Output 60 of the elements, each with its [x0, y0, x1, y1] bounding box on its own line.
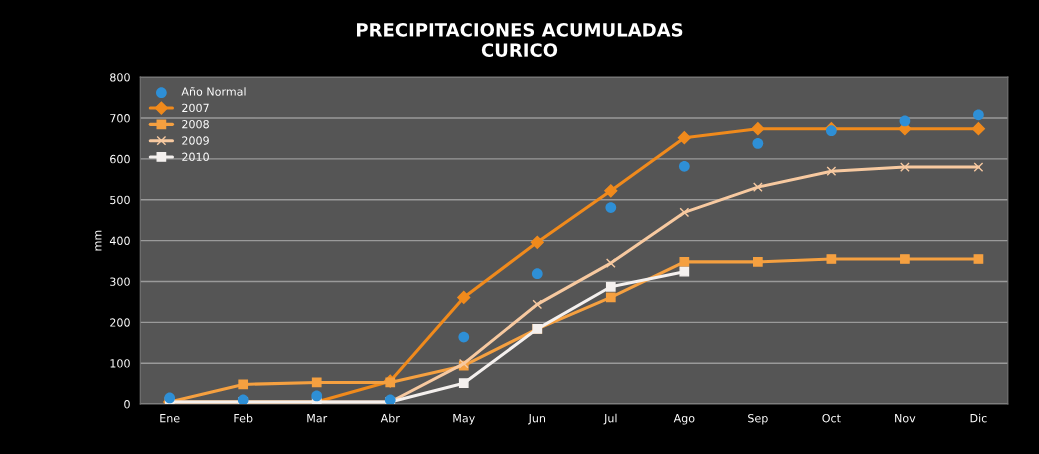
x-tick-label: Mar	[307, 414, 328, 423]
point	[900, 162, 910, 172]
point	[311, 377, 322, 388]
point	[678, 160, 690, 172]
y-tick-label: 0	[124, 400, 130, 409]
point	[752, 137, 764, 149]
x-tick-label: Ago	[673, 414, 695, 425]
point	[311, 390, 323, 402]
point	[457, 290, 471, 305]
point	[605, 281, 616, 292]
legend-label: 2008	[182, 119, 209, 129]
x-tick-label: Nov	[895, 414, 916, 423]
y-tick-label: 100	[110, 359, 130, 368]
x-tick-label: Ene	[160, 414, 180, 423]
x-tick-label: Jun	[528, 414, 546, 425]
point	[605, 292, 616, 303]
legend-label: 2007	[182, 103, 209, 113]
point	[531, 268, 543, 280]
y-tick-label: 500	[110, 195, 130, 205]
y-tick-label: 600	[110, 154, 130, 164]
y-tick-label: 800	[110, 73, 130, 82]
x-tick-label: Feb	[234, 413, 253, 423]
legend-label: Año Normal	[181, 86, 246, 96]
point	[751, 122, 765, 136]
point	[679, 266, 690, 277]
point	[900, 254, 910, 264]
legend-label: 2009	[182, 136, 209, 145]
point	[899, 115, 911, 127]
point	[973, 162, 984, 172]
x-tick-label: Oct	[822, 413, 841, 423]
point	[826, 166, 837, 177]
point	[604, 184, 618, 198]
point	[971, 122, 986, 136]
legend-label: 2010	[182, 152, 209, 162]
y-tick-label: 200	[110, 318, 130, 327]
point	[605, 202, 617, 213]
point	[458, 331, 470, 343]
point	[679, 257, 690, 267]
y-tick-label: 700	[110, 114, 130, 123]
x-tick-label: Sep	[748, 413, 768, 425]
x-tick-label: Dic	[970, 413, 987, 423]
point	[826, 254, 837, 264]
point	[458, 378, 469, 389]
x-tick-label: Abr	[380, 413, 400, 423]
point	[973, 109, 984, 121]
x-tick-label: Jul	[603, 413, 617, 425]
point	[679, 207, 690, 218]
point	[752, 182, 763, 192]
point	[677, 131, 691, 145]
x-tick-label: May	[453, 414, 475, 425]
point	[973, 254, 984, 264]
chart-title: PRECIPITACIONES ACUMULADAS CURICO	[357, 23, 683, 57]
point	[532, 299, 543, 310]
y-tick-label: 300	[110, 277, 130, 286]
point	[530, 235, 544, 249]
y-tick-label: 400	[109, 236, 130, 245]
point	[752, 257, 763, 267]
point	[238, 379, 249, 390]
y-axis-title: mm	[95, 230, 102, 251]
point	[605, 258, 616, 268]
